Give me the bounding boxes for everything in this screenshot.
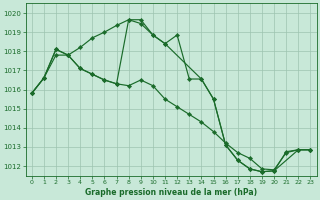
X-axis label: Graphe pression niveau de la mer (hPa): Graphe pression niveau de la mer (hPa) [85, 188, 257, 197]
